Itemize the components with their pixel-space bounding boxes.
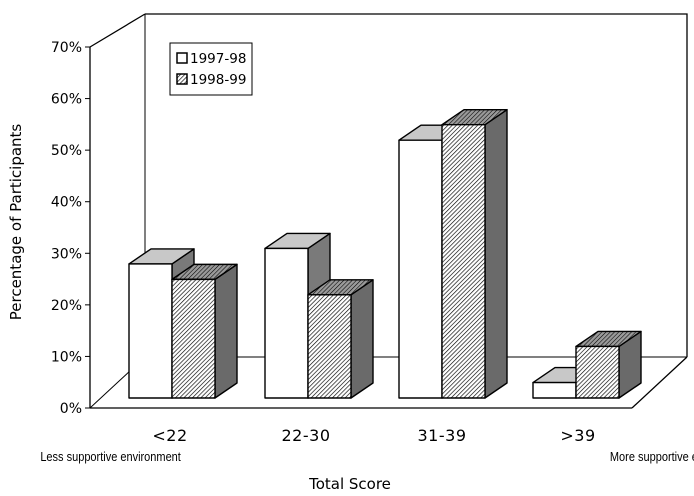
bar-side	[214, 263, 238, 399]
y-tick-label: 30%	[51, 246, 82, 262]
bar-front	[264, 247, 309, 399]
bar-front	[398, 139, 443, 399]
legend-label-1997-98: 1997-98	[190, 51, 246, 67]
bar-1998-99-31-39	[441, 108, 508, 399]
y-tick-label: 10%	[51, 349, 82, 365]
y-tick-label: 60%	[51, 92, 82, 108]
y-tick-label: 70%	[51, 40, 82, 56]
frame-top-diagonal	[89, 13, 146, 48]
legend-swatch-1997-98	[176, 52, 188, 64]
bar-front	[441, 123, 486, 399]
bar-front	[532, 381, 577, 399]
bar-1998-99->39	[575, 330, 642, 399]
note-less-supportive: Less supportive environment	[40, 450, 181, 464]
category-label-gt39: >39	[560, 426, 595, 445]
y-tick-label: 50%	[51, 143, 82, 159]
y-axis-ticks: 0% 10% 20% 30% 40% 50% 60% 70%	[51, 40, 90, 417]
bar-front	[307, 294, 352, 399]
category-label-31-39: 31-39	[418, 426, 467, 445]
legend-box	[169, 42, 253, 96]
category-label-lt22: <22	[152, 426, 187, 445]
x-axis-labels: <22 22-30 31-39 >39	[152, 426, 595, 445]
bars	[128, 108, 642, 399]
note-more-supportive: More supportive environment	[610, 450, 694, 464]
y-tick-label: 0%	[60, 401, 82, 417]
y-axis-title: Percentage of Participants	[7, 124, 25, 321]
y-tick-label: 20%	[51, 298, 82, 314]
legend: 1997-98 1998-99	[169, 42, 253, 96]
back-wall	[145, 13, 688, 357]
bar-1998-99-<22	[171, 263, 238, 399]
category-label-22-30: 22-30	[282, 426, 331, 445]
bar-1998-99-22-30	[307, 279, 374, 399]
legend-label-1998-99: 1998-99	[190, 72, 246, 88]
bar-front	[575, 345, 620, 399]
bar-side	[350, 279, 374, 399]
bar-front	[128, 263, 173, 399]
floor-right-diagonal	[631, 356, 688, 409]
bar-side	[484, 108, 508, 399]
bar-front	[171, 278, 216, 399]
legend-swatch-1998-99	[176, 73, 188, 85]
y-tick-label: 40%	[51, 195, 82, 211]
x-axis-title: Total Score	[308, 475, 391, 493]
